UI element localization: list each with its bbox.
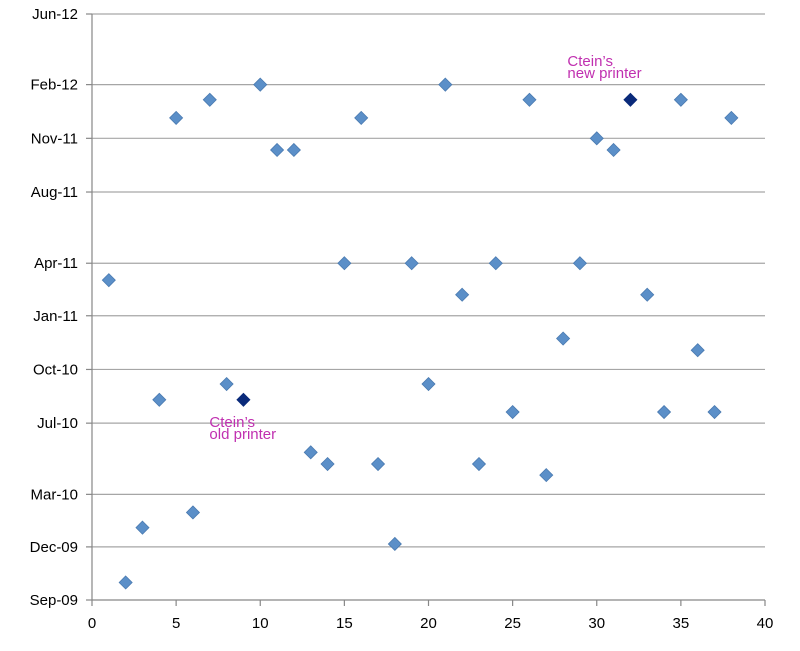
- data-point: [253, 77, 268, 92]
- y-tick-label: Mar-10: [30, 486, 78, 503]
- data-point: [303, 445, 318, 460]
- x-tick-label: 15: [336, 615, 353, 632]
- data-point: [404, 256, 419, 271]
- data-point: [488, 256, 503, 271]
- data-point: [320, 456, 335, 472]
- data-point: [118, 575, 133, 590]
- data-point: [152, 392, 167, 407]
- y-tick-label: Feb-12: [30, 77, 78, 94]
- annotation-label: Ctein’s: [567, 53, 613, 70]
- x-tick-label: 35: [673, 615, 690, 632]
- x-tick-label: 40: [757, 615, 774, 632]
- data-point: [337, 256, 352, 271]
- data-point: [387, 536, 402, 552]
- y-tick-label: Jan-11: [33, 308, 78, 325]
- gridlines: [92, 13, 765, 548]
- highlighted-data-point: [236, 392, 251, 407]
- y-tick-label: Sep-09: [30, 592, 78, 609]
- data-point: [185, 505, 201, 520]
- annotation-label: old printer: [209, 426, 276, 443]
- x-tick-label: 5: [172, 615, 180, 632]
- data-point: [354, 110, 369, 125]
- y-tick-label: Aug-11: [31, 184, 78, 201]
- data-point: [556, 331, 571, 346]
- data-point: [707, 404, 722, 420]
- data-point: [421, 376, 436, 392]
- y-tick-label: Dec-09: [30, 539, 78, 556]
- data-point: [438, 77, 453, 92]
- data-point: [101, 273, 116, 288]
- highlighted-data-point: [623, 92, 638, 107]
- data-point: [606, 142, 621, 158]
- data-point: [370, 456, 386, 472]
- data-point: [286, 142, 301, 158]
- y-tick-label: Nov-11: [31, 130, 78, 147]
- data-point: [640, 287, 655, 302]
- data-point: [690, 343, 705, 358]
- data-points: [101, 77, 739, 590]
- x-tick-label: 20: [420, 615, 437, 632]
- annotation-label: Ctein’s: [209, 414, 255, 431]
- data-point: [572, 256, 587, 271]
- data-point: [455, 287, 470, 302]
- data-point: [724, 110, 739, 125]
- data-point: [471, 456, 487, 472]
- data-point: [673, 92, 688, 107]
- x-tick-label: 30: [588, 615, 605, 632]
- x-tick-labels: 0 5 10 15 20 25 30 35 40: [88, 615, 774, 632]
- y-tick-label: Jul-10: [37, 415, 78, 432]
- data-point: [270, 142, 285, 158]
- x-tick-label: 25: [504, 615, 521, 632]
- y-tick-label: Jun-12: [32, 6, 78, 23]
- data-point: [539, 468, 554, 483]
- x-tick-label: 10: [252, 615, 269, 632]
- data-point: [522, 92, 537, 107]
- data-point: [135, 520, 150, 535]
- data-point: [656, 404, 672, 420]
- axes: [86, 13, 766, 606]
- y-tick-label: Apr-11: [34, 255, 78, 272]
- y-tick-labels: Sep-09 Dec-09 Mar-10 Jul-10 Oct-10 Jan-11 Apr-…: [30, 6, 78, 609]
- data-point: [202, 92, 217, 107]
- annotation-label: new printer: [567, 65, 641, 82]
- data-point: [219, 376, 234, 392]
- data-point: [169, 110, 184, 125]
- x-tick-label: 0: [88, 615, 96, 632]
- data-point: [589, 131, 604, 146]
- y-tick-label: Oct-10: [33, 361, 78, 378]
- data-point: [505, 404, 520, 420]
